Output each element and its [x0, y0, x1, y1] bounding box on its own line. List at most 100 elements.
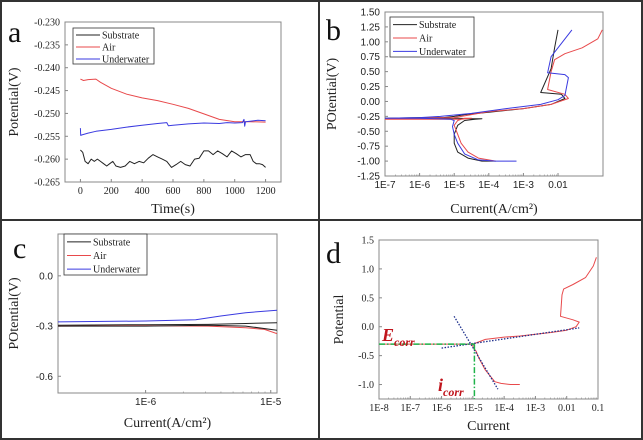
y-tick-label: 0.25 [361, 82, 381, 93]
legend-label: Underwater [93, 265, 141, 276]
y-tick-label: -0.230 [34, 18, 60, 29]
legend-label: Substrate [419, 20, 457, 31]
y-tick-label: 0.5 [362, 293, 375, 304]
x-tick-label: 1E-7 [374, 180, 396, 191]
chart-panel-a: a 0 200 400 600 800 1000 1200 -0.265 -0.260 -0.255… [7, 16, 282, 217]
legend-label: Air [102, 43, 116, 54]
series-line-substrate-lower-branch- [58, 324, 277, 331]
legend: Substrate Air Underwater [63, 233, 148, 276]
legend-label: Substrate [93, 237, 131, 248]
series-line-substrate [80, 149, 266, 168]
series-line-air [385, 29, 603, 162]
x-tick-label: 1E-3 [513, 180, 535, 191]
y-tick-label: -0.260 [34, 155, 60, 166]
x-tick-label: 0.01 [548, 180, 568, 191]
y-tick-label: 0.50 [361, 67, 381, 78]
legend-label: Underwater [102, 55, 150, 66]
x-tick-label: 1E-5 [444, 180, 466, 191]
series-line-air [80, 78, 266, 123]
x-tick-label: 1E-5 [260, 397, 282, 408]
x-tick-label: 1200 [256, 186, 276, 197]
series-line-air-anodic- [472, 257, 597, 345]
x-tick-label: 800 [196, 186, 211, 197]
x-tick-label: 200 [104, 186, 119, 197]
y-tick-label: -0.265 [34, 178, 60, 189]
series-line-air [58, 325, 277, 335]
y-axis-title: Potential [332, 295, 347, 345]
y-tick-label: -0.250 [34, 109, 60, 120]
y-tick-label: -0.50 [357, 127, 380, 138]
series-line-underwater [58, 309, 277, 323]
annotation-i-corr: icorr [438, 375, 464, 399]
y-tick-label: 0.0 [39, 271, 53, 282]
y-tick-label: 1.5 [362, 236, 375, 247]
annotation-e-corr: Ecorr [381, 325, 415, 349]
chart-panel-b: b 1E-7 1E-6 1E-5 1E-4 1E-3 0.01 -1.25 -1.00 -0.75… [325, 8, 604, 217]
x-tick-label: 600 [166, 186, 181, 197]
panel-letter: a [8, 16, 21, 49]
x-tick-label: 1E-6 [409, 180, 431, 191]
y-tick-label: 0.00 [361, 97, 381, 108]
y-tick-label: -0.3 [36, 322, 54, 333]
x-tick-label: 0 [78, 186, 83, 197]
series-line-substrate [58, 322, 277, 326]
panel-letter: c [13, 232, 26, 265]
plot-frame [378, 239, 599, 400]
chart-panel-d: d 1E-8 1E-7 1E-6 1E-5 1E-4 1E-3 0.01 0.1 -1.0 -0.5… [326, 236, 604, 435]
x-tick-label: 1E-4 [478, 180, 500, 191]
x-tick-label: 400 [135, 186, 150, 197]
y-axis-title: POtential(V) [7, 277, 22, 350]
x-tick-label: 0.01 [558, 403, 576, 414]
y-tick-label: 1.00 [361, 37, 381, 48]
legend: Substrate Air Underwater [389, 16, 475, 58]
plot-frame [57, 233, 278, 394]
annotation-main: i [438, 375, 443, 395]
y-tick-label: 1.50 [361, 8, 381, 19]
y-tick-label: -0.255 [34, 132, 60, 143]
legend-label: Substrate [102, 31, 140, 42]
legend-box [63, 233, 148, 276]
y-tick-label: -0.235 [34, 40, 60, 51]
y-tick-label: 0.0 [362, 322, 375, 333]
y-axis-title: Potential(V) [7, 67, 22, 137]
chart-panel-c: c 1E-6 1E-5 -0.6 -0.3 0.0 Current(A/cm²) POtent… [7, 232, 282, 431]
series-line-underwater [385, 29, 573, 162]
x-tick-label: 1E-7 [401, 403, 420, 414]
y-tick-label: 1.25 [361, 22, 381, 33]
x-tick-label: 0.1 [592, 403, 605, 414]
y-tick-label: -1.00 [357, 157, 380, 168]
legend-label: Air [419, 34, 433, 45]
y-tick-label: -1.0 [358, 380, 374, 391]
y-axis-title: POtential(V) [325, 58, 340, 131]
legend-box [389, 16, 475, 58]
y-tick-label: -0.5 [358, 351, 374, 362]
x-tick-label: 1E-8 [369, 403, 388, 414]
x-tick-label: 1E-6 [135, 397, 157, 408]
series-line-air [379, 343, 520, 385]
x-tick-label: 1E-5 [463, 403, 482, 414]
annotation-sub: corr [443, 385, 464, 399]
series-line-underwater [79, 118, 266, 136]
series-line-tafel-fit-cathodic- [453, 315, 499, 390]
legend-label: Underwater [419, 47, 467, 58]
legend-label: Air [93, 251, 107, 262]
y-tick-label: -0.6 [36, 372, 54, 383]
y-tick-label: 0.75 [361, 52, 381, 63]
legend-box [72, 27, 155, 65]
x-axis-title: Current(A/cm²) [450, 202, 538, 217]
y-tick-label: -1.25 [357, 172, 380, 183]
series-line-tafel-fit-anodic- [441, 327, 580, 349]
x-tick-label: 1E-6 [432, 403, 451, 414]
x-axis-title: Current [467, 419, 510, 434]
x-axis-title: Time(s) [151, 202, 195, 217]
x-axis-title: Current(A/cm²) [124, 416, 212, 431]
panel-letter: b [326, 14, 341, 47]
y-tick-label: -0.75 [357, 142, 380, 153]
x-tick-label: 1000 [225, 186, 245, 197]
annotation-sub: corr [394, 335, 415, 349]
y-tick-label: 1.0 [362, 264, 375, 275]
x-tick-label: 1E-4 [494, 403, 513, 414]
y-tick-label: -0.25 [357, 112, 380, 123]
